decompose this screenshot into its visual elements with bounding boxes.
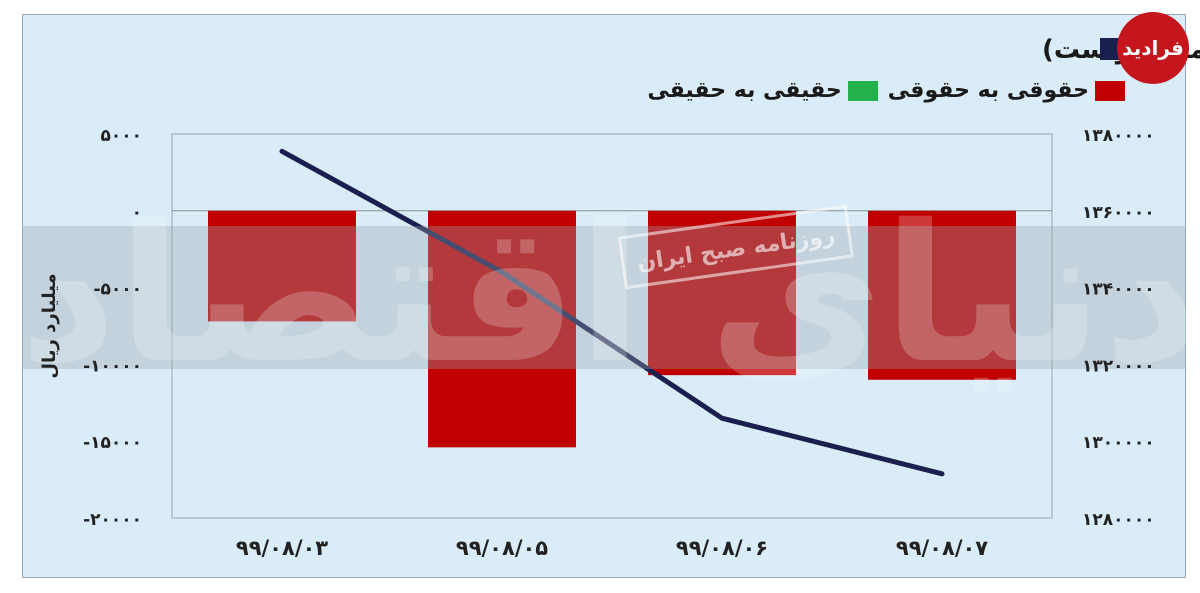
bar-legal-0 — [208, 210, 356, 322]
brand-logo-text: فرادید — [1122, 36, 1184, 60]
y-right-tick-label: ۱۳۲۰۰۰۰ — [1082, 356, 1155, 376]
legend-item-real: حقیقی به حقیقی — [647, 78, 878, 103]
bar-legal-3 — [868, 210, 1016, 380]
bar-legal-1 — [428, 210, 576, 448]
x-tick-label: ۹۹/۰۸/۰۵ — [456, 536, 548, 560]
y-right-tick-label: ۱۳۴۰۰۰۰ — [1082, 280, 1155, 300]
legend-swatch-legal — [1095, 80, 1125, 101]
y-left-tick-label: -۲۰۰۰۰ — [83, 510, 142, 530]
y-left-tick-label: -۱۵۰۰۰ — [83, 433, 142, 453]
y-left-tick-label: -۵۰۰۰ — [93, 280, 142, 300]
watermark-stamp-frame — [617, 204, 854, 290]
watermark-band — [22, 226, 1186, 369]
y-right-tick-label: ۱۳۸۰۰۰۰ — [1082, 126, 1155, 146]
legend-label-legal: حقوقی به حقوقی — [887, 78, 1089, 103]
y-right-tick-label: ۱۳۶۰۰۰۰ — [1082, 203, 1155, 223]
y-left-tick-label: -۱۰۰۰۰ — [83, 356, 142, 376]
y-axis-label: میلیارد ریال — [39, 273, 60, 378]
bar-legal-2 — [648, 210, 796, 376]
index-line — [279, 148, 945, 477]
x-tick-label: ۹۹/۰۸/۰۶ — [676, 536, 768, 560]
x-tick-label: ۹۹/۰۸/۰۳ — [236, 536, 328, 560]
axes: ۵۰۰۰ ۰ -۵۰۰۰ -۱۰۰۰۰ -۱۵۰۰۰ -۲۰۰۰۰ ۱۳۸۰۰۰۰ ۱۳۶۰۰… — [39, 126, 1155, 560]
legend: حقوقی به حقوقی حقیقی به حقیقی — [647, 78, 1125, 103]
watermark-big-text: دنیای اقتصاد — [19, 184, 1200, 405]
y-left-tick-label: ۰ — [132, 203, 142, 223]
legend-label-real: حقیقی به حقیقی — [647, 78, 842, 103]
legend-item-legal: حقوقی به حقوقی — [888, 78, 1125, 103]
y-right-tick-label: ۱۳۰۰۰۰۰ — [1082, 433, 1155, 453]
brand-logo: فرادید — [1117, 12, 1189, 84]
x-tick-label: ۹۹/۰۸/۰۷ — [896, 536, 988, 560]
legend-swatch-real — [847, 80, 878, 101]
y-left-tick-label: ۵۰۰۰ — [100, 126, 142, 146]
plot-area — [171, 133, 1053, 519]
y-right-tick-label: ۱۲۸۰۰۰۰ — [1082, 510, 1155, 530]
